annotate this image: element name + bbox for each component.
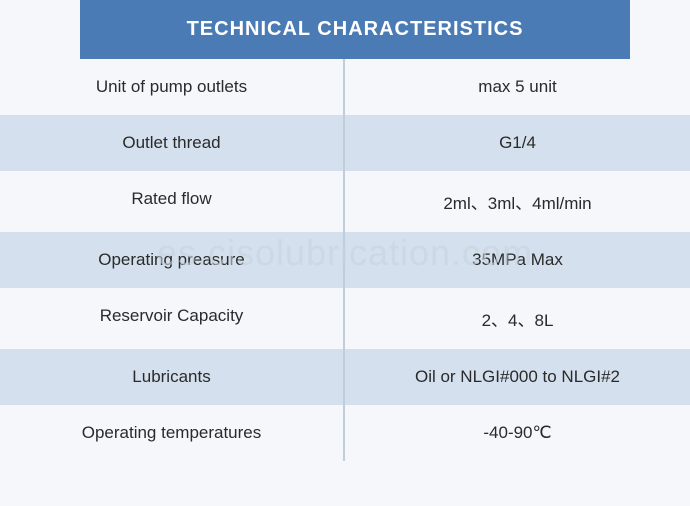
cell-label: Operating preasure <box>0 232 345 288</box>
header-title: TECHNICAL CHARACTERISTICS <box>187 18 524 40</box>
cell-label: Rated flow <box>0 171 345 232</box>
cell-value: -40-90℃ <box>345 405 690 461</box>
table-row: Unit of pump outlets max 5 unit <box>0 59 690 115</box>
table-row: Operating temperatures -40-90℃ <box>0 405 690 461</box>
cell-label: Reservoir Capacity <box>0 288 345 349</box>
cell-label: Lubricants <box>0 349 345 405</box>
cell-label: Unit of pump outlets <box>0 59 345 115</box>
cell-value: max 5 unit <box>345 59 690 115</box>
table-row: Outlet thread G1/4 <box>0 115 690 171</box>
table-row: Lubricants Oil or NLGI#000 to NLGI#2 <box>0 349 690 405</box>
cell-value: 2ml、3ml、4ml/min <box>345 171 690 232</box>
spec-table: Unit of pump outlets max 5 unit Outlet t… <box>0 59 690 461</box>
table-row: Rated flow 2ml、3ml、4ml/min <box>0 171 690 232</box>
cell-value: 2、4、8L <box>345 288 690 349</box>
cell-label: Outlet thread <box>0 115 345 171</box>
cell-label: Operating temperatures <box>0 405 345 461</box>
cell-value: 35MPa Max <box>345 232 690 288</box>
cell-value: Oil or NLGI#000 to NLGI#2 <box>345 349 690 405</box>
table-container: TECHNICAL CHARACTERISTICS Unit of pump o… <box>0 0 690 506</box>
table-row: Operating preasure 35MPa Max <box>0 232 690 288</box>
cell-value: G1/4 <box>345 115 690 171</box>
table-header: TECHNICAL CHARACTERISTICS <box>80 0 630 59</box>
table-row: Reservoir Capacity 2、4、8L <box>0 288 690 349</box>
